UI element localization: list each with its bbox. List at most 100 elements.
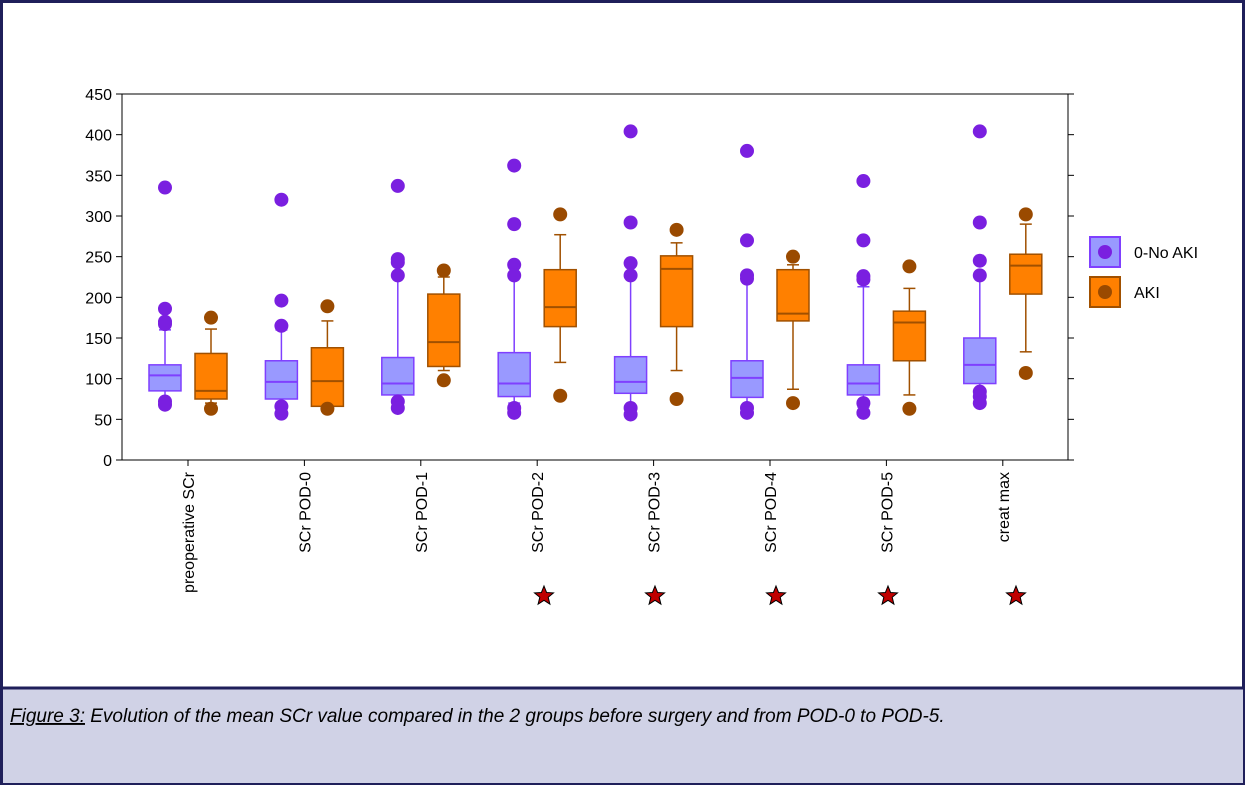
outlier — [740, 143, 754, 158]
box — [194, 352, 228, 400]
outlier — [972, 396, 987, 411]
outlier — [856, 233, 871, 248]
outlier — [972, 268, 987, 283]
outlier — [204, 401, 218, 416]
outlier — [740, 271, 754, 286]
outlier — [902, 401, 917, 416]
outlier — [390, 400, 405, 415]
outlier — [507, 405, 522, 420]
outlier — [786, 249, 800, 264]
legend-label: 0-No AKI — [1134, 245, 1198, 262]
legend-marker — [1098, 245, 1112, 259]
box — [659, 255, 694, 328]
box — [427, 293, 461, 368]
legend-label: AKI — [1134, 285, 1160, 302]
outlier — [856, 174, 871, 189]
x-tick-label: creat max — [996, 472, 1013, 542]
box — [310, 347, 345, 408]
outlier — [856, 272, 871, 287]
x-tick-label: SCr POD-2 — [530, 472, 547, 553]
outlier — [390, 178, 405, 193]
y-tick-label: 200 — [85, 290, 112, 307]
outlier — [1018, 207, 1033, 222]
box — [1009, 253, 1043, 295]
outlier — [623, 268, 638, 283]
outlier — [274, 192, 289, 207]
outlier — [972, 124, 987, 139]
x-tick-label: SCr POD-0 — [297, 472, 314, 553]
outlier — [553, 207, 568, 222]
outlier — [507, 158, 522, 173]
outlier — [158, 317, 172, 332]
outlier — [320, 401, 335, 416]
y-tick-label: 400 — [85, 128, 112, 145]
x-tick-label: SCr POD-5 — [879, 472, 896, 553]
outlier — [623, 256, 638, 271]
box — [148, 364, 182, 392]
outlier — [158, 301, 172, 316]
outlier — [669, 222, 684, 237]
outlier — [436, 263, 451, 278]
star — [765, 584, 787, 606]
outlier — [669, 392, 684, 406]
outlier — [856, 405, 871, 420]
star — [533, 584, 555, 606]
y-tick-label: 50 — [94, 412, 112, 429]
box — [846, 364, 881, 396]
star — [644, 584, 666, 606]
x-tick-label: preoperative SCr — [181, 471, 198, 593]
outlier — [158, 180, 172, 195]
outlier — [390, 268, 405, 283]
outlier — [390, 255, 405, 270]
box — [613, 355, 648, 395]
x-tick-label: SCr POD-1 — [414, 472, 431, 553]
outlier — [623, 215, 638, 230]
y-tick-label: 250 — [85, 250, 112, 267]
box — [543, 268, 577, 328]
outlier — [740, 405, 754, 420]
y-tick-label: 300 — [85, 209, 112, 226]
outlier — [553, 388, 568, 403]
y-tick-label: 350 — [85, 168, 112, 185]
outlier — [274, 318, 289, 333]
box — [381, 356, 415, 396]
box — [892, 310, 927, 362]
outlier — [274, 406, 289, 421]
outlier — [623, 407, 638, 422]
significance-stars — [533, 584, 1027, 606]
outlier — [856, 396, 871, 411]
box — [776, 268, 810, 322]
outlier — [623, 124, 638, 139]
box — [497, 351, 531, 398]
outlier — [320, 299, 335, 314]
outlier — [507, 268, 522, 283]
outlier — [786, 396, 800, 411]
y-tick-label: 0 — [103, 453, 112, 470]
outlier — [436, 373, 451, 388]
outlier — [204, 310, 218, 325]
caption-label: Figure 3: — [10, 706, 85, 727]
outlier — [740, 233, 754, 248]
y-tick-label: 100 — [85, 372, 112, 389]
legend-marker — [1098, 285, 1112, 299]
outlier — [507, 217, 522, 232]
box — [730, 360, 764, 399]
outlier — [972, 253, 987, 268]
star — [1005, 584, 1027, 606]
x-tick-label: SCr POD-4 — [763, 472, 780, 553]
y-tick-label: 150 — [85, 331, 112, 348]
star — [877, 584, 899, 606]
y-tick-label: 450 — [85, 87, 112, 104]
caption: Figure 3: Evolution of the mean SCr valu… — [10, 706, 945, 727]
outlier — [972, 215, 987, 230]
outlier — [507, 257, 522, 272]
outlier — [158, 397, 172, 412]
plot-frame — [121, 93, 1069, 461]
caption-band — [3, 688, 1243, 783]
outlier — [274, 293, 289, 308]
x-tick-label: SCr POD-3 — [647, 472, 664, 553]
outlier — [902, 259, 917, 274]
box — [264, 360, 299, 400]
box — [963, 337, 997, 385]
